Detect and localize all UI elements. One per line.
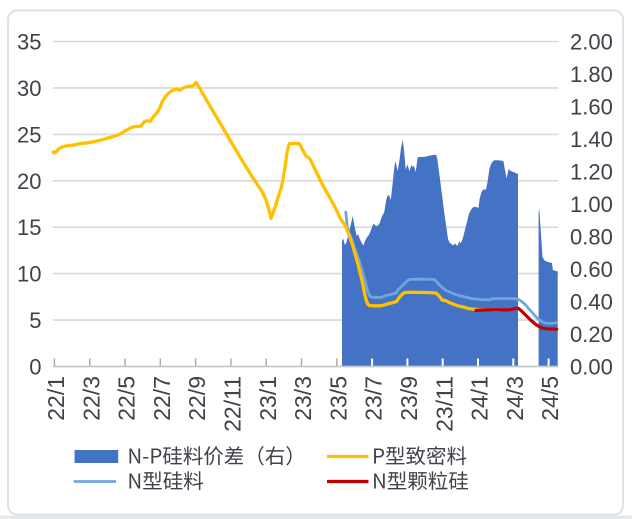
svg-text:10: 10: [17, 262, 41, 287]
svg-text:22/11: 22/11: [220, 376, 246, 432]
svg-text:23/1: 23/1: [255, 376, 281, 421]
svg-text:5: 5: [29, 308, 41, 333]
svg-text:22/3: 22/3: [78, 376, 104, 421]
svg-text:25: 25: [17, 122, 41, 147]
svg-text:24/5: 24/5: [537, 376, 563, 421]
svg-text:22/9: 22/9: [184, 376, 210, 421]
svg-text:2.00: 2.00: [570, 30, 613, 55]
svg-text:30: 30: [17, 76, 41, 101]
svg-text:24/1: 24/1: [467, 376, 493, 421]
svg-text:20: 20: [17, 169, 41, 194]
svg-text:1.20: 1.20: [570, 160, 613, 185]
svg-text:0.60: 0.60: [570, 257, 613, 282]
svg-text:0.20: 0.20: [570, 322, 613, 347]
svg-text:1.80: 1.80: [570, 62, 613, 87]
svg-text:35: 35: [17, 30, 41, 55]
svg-text:24/3: 24/3: [502, 376, 528, 421]
svg-text:23/9: 23/9: [396, 376, 422, 421]
svg-text:23/5: 23/5: [325, 376, 351, 421]
svg-text:22/5: 22/5: [114, 376, 140, 421]
svg-text:1.40: 1.40: [570, 127, 613, 152]
svg-text:15: 15: [17, 215, 41, 240]
svg-text:1.60: 1.60: [570, 95, 613, 120]
svg-text:1.00: 1.00: [570, 192, 613, 217]
svg-text:22/1: 22/1: [43, 376, 69, 421]
svg-text:0.40: 0.40: [570, 290, 613, 315]
svg-text:23/7: 23/7: [361, 376, 387, 421]
svg-text:0.80: 0.80: [570, 225, 613, 250]
svg-text:0.00: 0.00: [570, 355, 613, 380]
svg-text:23/11: 23/11: [431, 376, 457, 432]
svg-text:0: 0: [29, 355, 41, 380]
svg-text:22/7: 22/7: [149, 376, 175, 421]
svg-text:23/3: 23/3: [290, 376, 316, 421]
